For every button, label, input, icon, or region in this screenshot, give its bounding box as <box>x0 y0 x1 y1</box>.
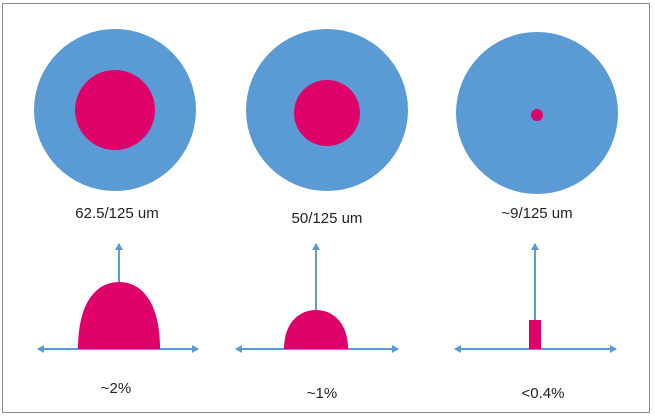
core-circle <box>531 109 543 121</box>
percent-label: <0.4% <box>522 385 565 402</box>
index-profile-shape <box>78 282 160 349</box>
fiber-label: ~9/125 um <box>501 205 572 222</box>
percent-label: ~2% <box>101 380 131 397</box>
core-circle <box>75 70 155 150</box>
fiber-label: 50/125 um <box>292 210 363 227</box>
core-circle <box>294 80 360 146</box>
fiber-50-group: 50/125 um ~1% <box>235 29 408 402</box>
fiber-9-group: ~9/125 um <0.4% <box>454 32 618 402</box>
percent-label: ~1% <box>307 385 337 402</box>
index-profile-shape <box>529 320 541 349</box>
fiber-62-5-group: 62.5/125 um ~2% <box>34 29 199 397</box>
fiber-label: 62.5/125 um <box>75 205 158 222</box>
index-profile-shape <box>284 310 348 349</box>
